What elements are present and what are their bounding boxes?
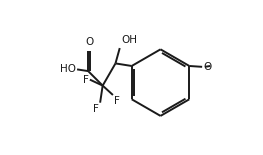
Text: F: F xyxy=(93,104,99,114)
Text: O: O xyxy=(85,37,93,47)
Text: F: F xyxy=(83,75,89,85)
Text: O: O xyxy=(203,62,211,72)
Text: HO: HO xyxy=(60,64,76,74)
Text: OH: OH xyxy=(121,35,137,46)
Text: F: F xyxy=(114,96,120,106)
